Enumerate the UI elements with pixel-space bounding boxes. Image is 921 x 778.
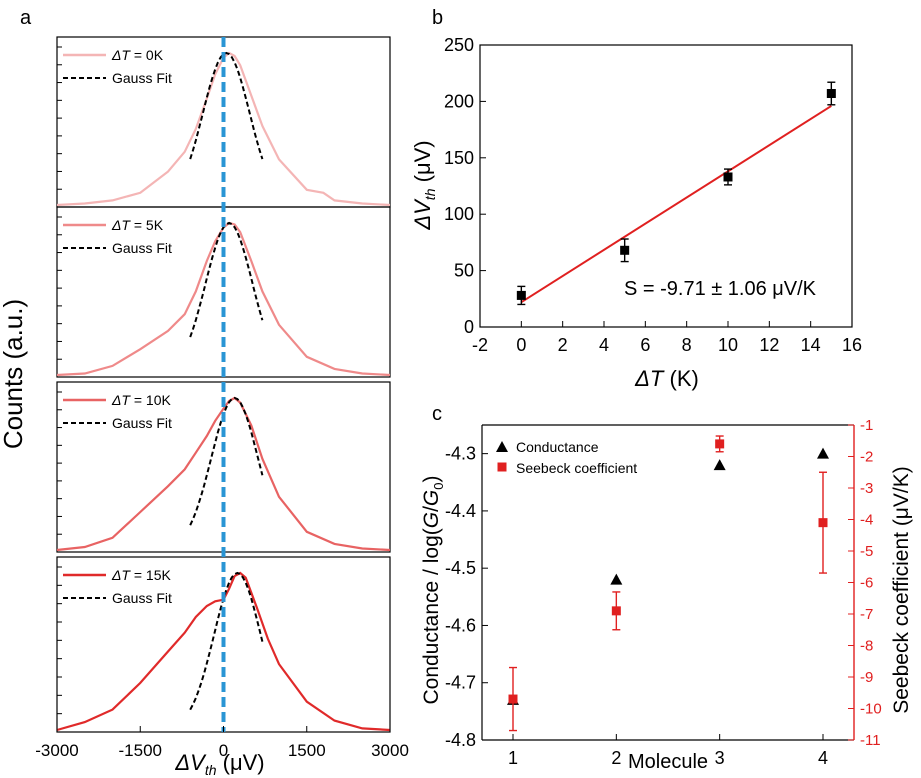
panel-c-ytick-right-label: -10 xyxy=(860,701,882,718)
panel-b-frame xyxy=(479,44,853,328)
legend-square-marker xyxy=(497,462,507,472)
panel-b-xtick-label: 10 xyxy=(718,335,738,355)
conductance-point-3 xyxy=(817,447,829,459)
panel-a-ylabel: Counts (a.u.) xyxy=(0,299,28,449)
panel-c-xtick-label: 2 xyxy=(611,748,621,768)
panel-c-dual-axis-scatter: 1 2 3 4 -4.3 -4.4 -4.5 -4.6 -4.7 -4.8 -1 -2 -3 -4 -5 -6… xyxy=(420,417,913,773)
panel-b-ytick-label: 0 xyxy=(464,317,474,337)
legend-fit-label-1: Gauss Fit xyxy=(112,240,172,256)
panel-b-annotation: S = -9.71 ± 1.06 μV/K xyxy=(624,278,817,300)
panel-a-xtick-label: 0 xyxy=(219,741,228,760)
legend-conductance-label: Conductance xyxy=(516,439,599,455)
seebeck-point-1 xyxy=(611,606,621,616)
data-point-0 xyxy=(516,290,526,300)
gauss-fit-1 xyxy=(189,221,264,338)
panel-c-xtick-label: 1 xyxy=(508,748,518,768)
legend-seebeck-label: Seebeck coefficient xyxy=(516,460,637,476)
seebeck-point-0 xyxy=(508,694,518,704)
gauss-fit-3 xyxy=(189,571,264,711)
panel-label-c: c xyxy=(432,403,442,425)
panel-a-xtick-label: 3000 xyxy=(371,741,409,760)
panel-b-xtick-label: 8 xyxy=(682,335,692,355)
legend-fit-label-3: Gauss Fit xyxy=(112,590,172,606)
panel-c-ytick-right-label: -5 xyxy=(860,543,873,560)
panel-b-ytick-label: 150 xyxy=(444,148,474,168)
linear-fit-line xyxy=(520,105,832,304)
panel-c-xtick-label: 4 xyxy=(818,748,828,768)
panel-b-xtick-label: 0 xyxy=(516,335,526,355)
panel-c-legend: Conductance Seebeck coefficient xyxy=(496,439,637,476)
legend-label-3: ΔT = 15K xyxy=(111,567,171,583)
panel-b-xtick-label: 2 xyxy=(558,335,568,355)
legend-label-2: ΔT = 10K xyxy=(111,392,171,408)
panel-b-xtick-label: 6 xyxy=(640,335,650,355)
panel-c-ytick-right-label: -9 xyxy=(860,669,873,686)
panel-c-ytick-right-label: -6 xyxy=(860,575,873,592)
seebeck-point-2 xyxy=(715,439,725,449)
conductance-point-1 xyxy=(610,573,623,585)
panel-c-ytick-left-label: -4.7 xyxy=(445,673,476,693)
panel-b-ytick-label: 100 xyxy=(444,204,474,224)
panel-c-ytick-left-label: -4.5 xyxy=(445,558,476,578)
panel-c-ytick-right-label: -4 xyxy=(860,512,873,529)
panel-c-ylabel-right: Seebeck coefficient (μV/K) xyxy=(890,466,913,714)
panel-c-ylabel-left: Conductance / log(G/G0) xyxy=(420,475,446,704)
gauss-fit-0 xyxy=(189,51,264,160)
panel-c-xlabel: Molecule xyxy=(628,751,708,773)
panel-c-ytick-left-label: -4.6 xyxy=(445,615,476,635)
seebeck-point-3 xyxy=(818,518,828,528)
series-curve-0 xyxy=(56,51,391,207)
panel-label-b: b xyxy=(432,7,443,29)
panel-c-ytick-left-label: -4.8 xyxy=(445,730,476,750)
panel-label-a: a xyxy=(20,7,32,29)
panel-b-ytick-label: 250 xyxy=(444,35,474,55)
panel-c-ytick-right-label: -1 xyxy=(860,417,873,434)
panel-b-xtick-label: 16 xyxy=(842,335,862,355)
legend-triangle-marker xyxy=(496,441,508,452)
series-curve-2 xyxy=(56,396,391,552)
panel-a-xlabel: ΔVth (μV) xyxy=(174,750,264,778)
panel-b-ytick-label: 200 xyxy=(444,91,474,111)
legend-label-1: ΔT = 5K xyxy=(111,217,164,233)
panel-a-stacked-histograms: ΔT = 0K Gauss Fit ΔT = 5K Gauss Fit ΔT = 10K… xyxy=(0,36,409,778)
data-point-1 xyxy=(620,245,630,255)
panel-a-xtick-label: -1500 xyxy=(119,741,162,760)
legend-fit-label-2: Gauss Fit xyxy=(112,415,172,431)
panel-c-xtick-label: 3 xyxy=(715,748,725,768)
legend-label-0: ΔT = 0K xyxy=(111,47,164,63)
gauss-fit-2 xyxy=(189,396,264,526)
panel-c-ytick-left-label: -4.3 xyxy=(445,444,476,464)
panel-c-ytick-right-label: -2 xyxy=(860,449,873,466)
panel-c-ytick-right-label: -11 xyxy=(860,732,881,749)
panel-b-ytick-label: 50 xyxy=(454,261,474,281)
panel-c-ytick-right-label: -7 xyxy=(860,606,873,623)
panel-b-xlabel: ΔT (K) xyxy=(634,366,699,391)
panel-b-xtick-label: 14 xyxy=(801,335,821,355)
panel-b-xtick-label: 4 xyxy=(599,335,609,355)
panel-c-ytick-right-label: -3 xyxy=(860,480,873,497)
panel-c-ytick-right-label: -8 xyxy=(860,638,873,655)
panel-b-xtick-label: -2 xyxy=(472,335,488,355)
data-point-2 xyxy=(723,172,733,182)
panel-b-ylabel: ΔVth (μV) xyxy=(410,140,438,230)
series-curve-3 xyxy=(56,571,391,732)
data-point-3 xyxy=(826,89,836,99)
panel-b-xtick-label: 12 xyxy=(759,335,779,355)
legend-fit-label-0: Gauss Fit xyxy=(112,70,172,86)
panel-c-ytick-left-label: -4.4 xyxy=(445,501,476,521)
series-curve-1 xyxy=(56,221,391,377)
panel-a-xtick-label: 1500 xyxy=(288,741,326,760)
conductance-point-2 xyxy=(713,459,726,471)
panel-a-xtick-label: -3000 xyxy=(35,741,78,760)
